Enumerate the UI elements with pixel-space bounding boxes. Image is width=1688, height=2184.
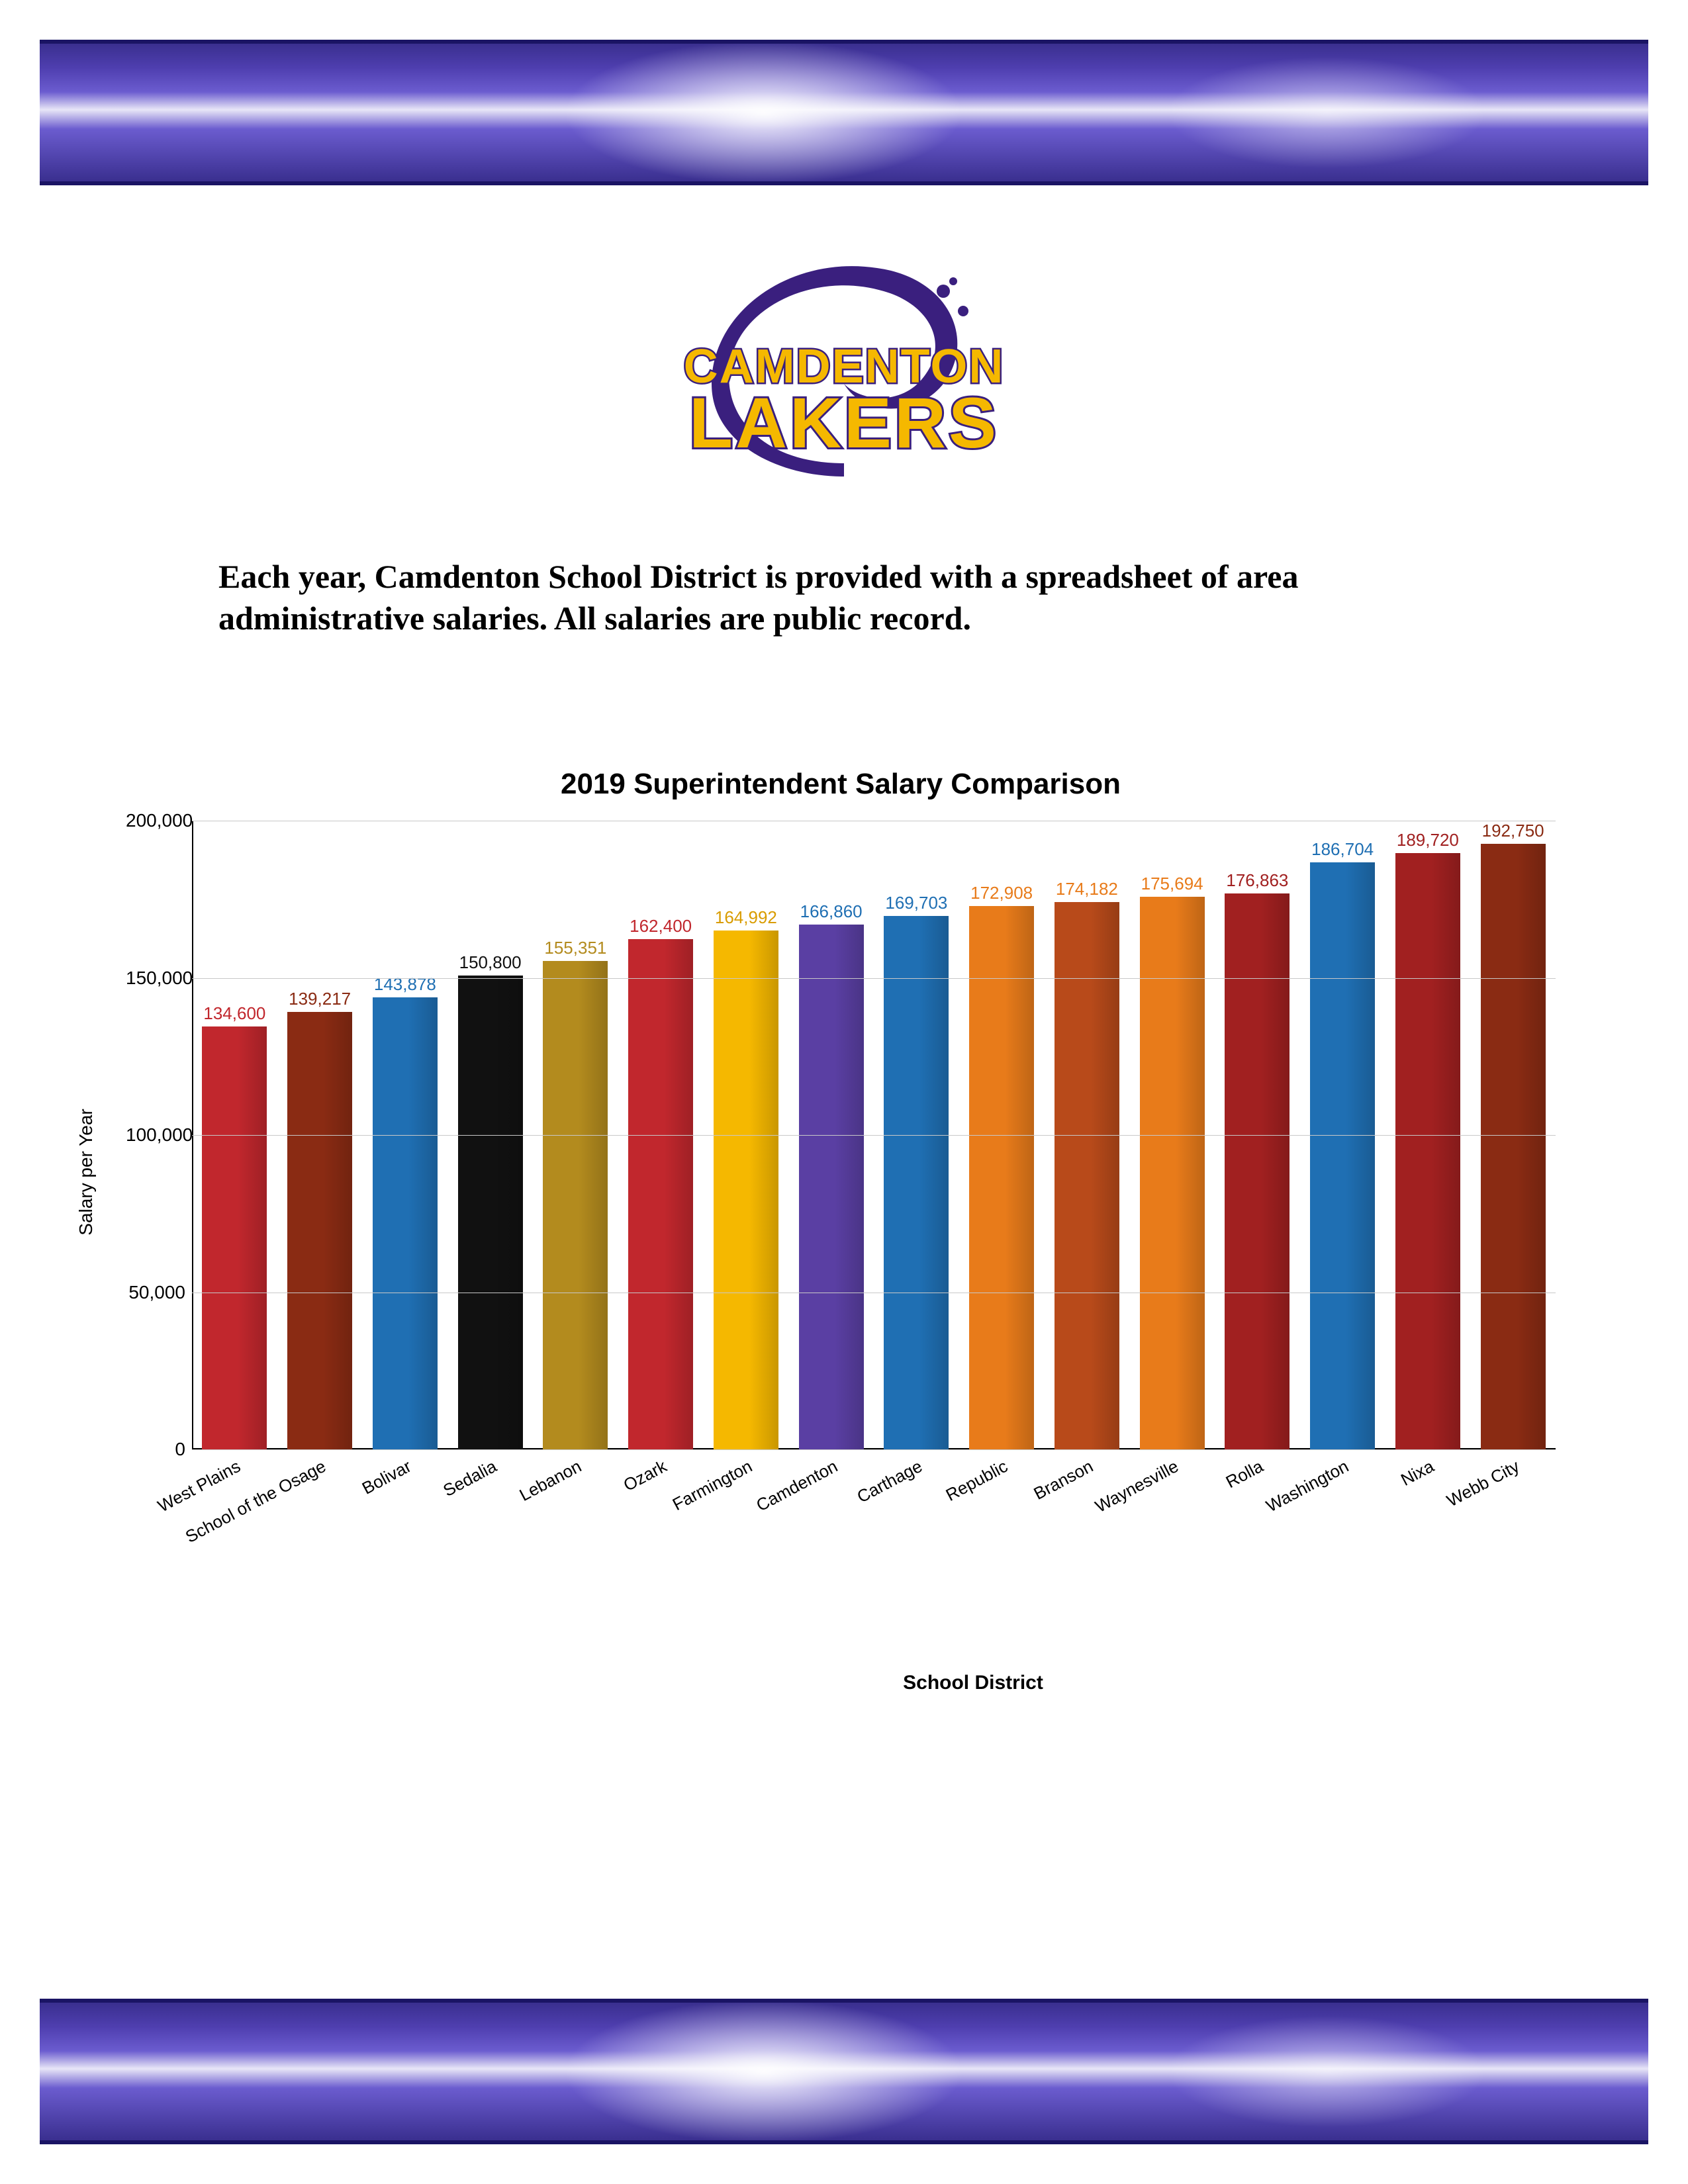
bar — [373, 997, 438, 1449]
intro-paragraph: Each year, Camdenton School District is … — [218, 556, 1470, 639]
gridline — [192, 978, 1556, 979]
x-tick: Waynesville — [1129, 1449, 1215, 1502]
x-tick: Republic — [959, 1449, 1045, 1502]
logo-text-line2: LAKERS — [684, 389, 1005, 457]
bar-value-label: 186,704 — [1311, 839, 1374, 860]
bar — [1395, 853, 1460, 1449]
bar-value-label: 164,992 — [715, 907, 777, 928]
bar — [1225, 893, 1289, 1449]
bar-value-label: 150,800 — [459, 952, 522, 973]
bar-value-label: 166,860 — [800, 901, 863, 922]
y-tick-label: 100,000 — [126, 1124, 185, 1146]
bar-value-label: 176,863 — [1226, 870, 1288, 891]
x-tick-label: Ozark — [620, 1456, 671, 1496]
bar-value-label: 162,400 — [630, 916, 692, 936]
bar-value-label: 172,908 — [970, 883, 1033, 903]
x-tick: Lebanon — [533, 1449, 618, 1502]
decorative-band-top — [40, 40, 1648, 185]
y-tick-label: 0 — [126, 1439, 185, 1460]
x-axis-label: School District — [238, 1672, 1688, 1694]
bar — [1055, 902, 1119, 1449]
bar-value-label: 155,351 — [544, 938, 606, 958]
y-tick-label: 200,000 — [126, 810, 185, 831]
x-tick-label: Bolivar — [359, 1456, 415, 1499]
chart-title: 2019 Superintendent Salary Comparison — [106, 768, 1575, 801]
gridline — [192, 1449, 1556, 1450]
bar — [799, 925, 864, 1449]
x-tick-label: Rolla — [1223, 1456, 1267, 1492]
bar — [628, 939, 693, 1449]
logo: CAMDENTON LAKERS — [592, 265, 1096, 480]
y-axis-label: Salary per Year — [75, 1109, 97, 1235]
bar — [287, 1012, 352, 1449]
bar-value-label: 169,703 — [885, 893, 947, 913]
bar — [1310, 862, 1375, 1449]
bar — [884, 916, 949, 1449]
bar — [714, 931, 778, 1449]
plot-area: 134,600 139,217 143,878 150,800 155,351 162,4… — [192, 821, 1556, 1449]
x-tick: School of the Osage — [277, 1449, 363, 1502]
x-tick-label: Nixa — [1397, 1456, 1437, 1490]
x-labels-row: West PlainsSchool of the OsageBolivarSed… — [192, 1449, 1556, 1502]
y-tick-label: 150,000 — [126, 968, 185, 989]
bar-value-label: 189,720 — [1397, 830, 1459, 850]
bar-value-label: 134,600 — [203, 1003, 265, 1024]
salary-chart: 2019 Superintendent Salary Comparison Sa… — [106, 768, 1575, 1707]
bar-value-label: 192,750 — [1482, 821, 1544, 841]
bar-value-label: 143,878 — [374, 974, 436, 995]
bar-value-label: 174,182 — [1056, 879, 1118, 899]
bar — [1140, 897, 1205, 1449]
x-tick: Webb City — [1470, 1449, 1556, 1502]
bar — [458, 976, 523, 1449]
bar-value-label: 139,217 — [289, 989, 351, 1009]
x-tick-label: Sedalia — [440, 1456, 500, 1501]
bar — [543, 961, 608, 1449]
bar — [202, 1026, 267, 1449]
decorative-band-bottom — [40, 1999, 1648, 2144]
gridline — [192, 1135, 1556, 1136]
bar — [1481, 844, 1546, 1449]
x-tick: Bolivar — [363, 1449, 448, 1502]
y-tick-label: 50,000 — [126, 1282, 185, 1303]
x-tick: Washington — [1300, 1449, 1385, 1502]
bar — [969, 906, 1034, 1449]
chart-plot: Salary per Year 134,600139,217143,878150… — [106, 821, 1575, 1502]
bar-value-label: 175,694 — [1141, 874, 1203, 894]
